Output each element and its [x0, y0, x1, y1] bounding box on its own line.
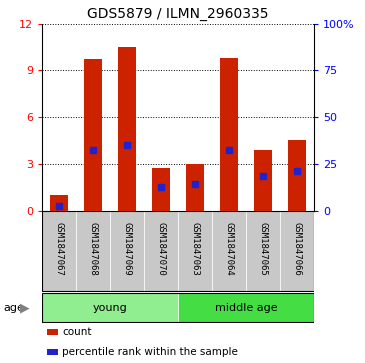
Text: GSM1847070: GSM1847070: [157, 222, 165, 276]
Bar: [280, 211, 314, 291]
Title: GDS5879 / ILMN_2960335: GDS5879 / ILMN_2960335: [87, 7, 269, 21]
Bar: [118, 47, 136, 211]
Bar: [42, 293, 178, 322]
Text: count: count: [62, 327, 92, 337]
Bar: [76, 211, 110, 291]
Text: GSM1847069: GSM1847069: [122, 222, 131, 276]
Bar: [254, 150, 272, 211]
Bar: [220, 58, 238, 211]
Text: GSM1847067: GSM1847067: [54, 222, 64, 276]
Bar: [84, 60, 102, 211]
Bar: [50, 195, 68, 211]
Text: age: age: [4, 303, 24, 313]
Text: GSM1847066: GSM1847066: [292, 222, 301, 276]
Bar: [212, 211, 246, 291]
Bar: [246, 211, 280, 291]
Text: GSM1847063: GSM1847063: [191, 222, 199, 276]
Text: middle age: middle age: [215, 303, 277, 313]
Text: ▶: ▶: [20, 301, 30, 314]
Bar: [178, 211, 212, 291]
Bar: [47, 329, 58, 335]
Text: GSM1847065: GSM1847065: [258, 222, 268, 276]
Bar: [144, 211, 178, 291]
Bar: [47, 349, 58, 355]
Bar: [288, 140, 306, 211]
Bar: [151, 168, 170, 211]
Text: percentile rank within the sample: percentile rank within the sample: [62, 347, 238, 357]
Bar: [178, 293, 314, 322]
Text: young: young: [93, 303, 127, 313]
Text: GSM1847068: GSM1847068: [88, 222, 97, 276]
Bar: [185, 164, 204, 211]
Bar: [42, 211, 76, 291]
Text: GSM1847064: GSM1847064: [224, 222, 234, 276]
Bar: [110, 211, 144, 291]
